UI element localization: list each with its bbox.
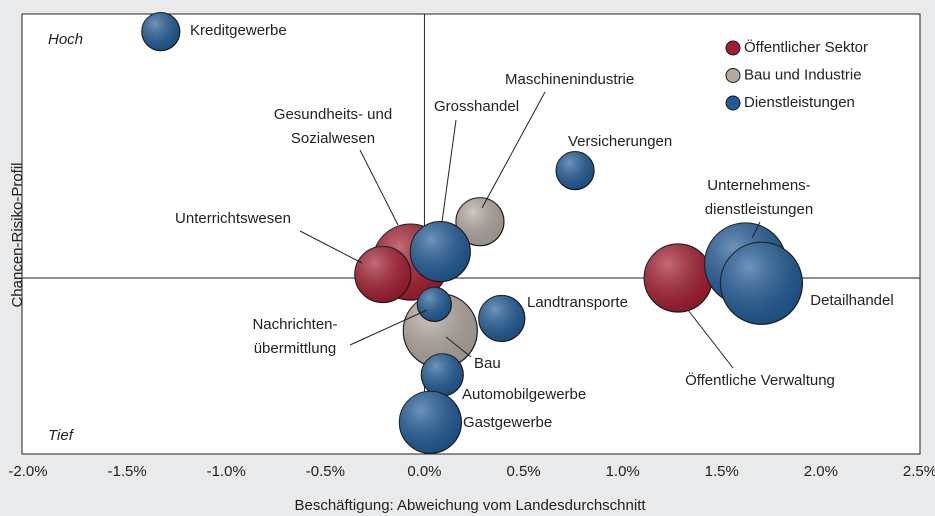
bubble-label: Unterrichtswesen bbox=[175, 210, 291, 227]
legend-label: Öffentlicher Sektor bbox=[744, 38, 868, 56]
bubble-label: Landtransporte bbox=[527, 294, 628, 311]
leader-line bbox=[445, 336, 472, 358]
leader-line bbox=[299, 230, 363, 264]
legend-swatch bbox=[725, 40, 741, 56]
bubble-label: Sozialwesen bbox=[291, 130, 375, 147]
bubble-label: Gesundheits- und bbox=[274, 106, 392, 123]
bubble-label: Gastgewerbe bbox=[463, 414, 552, 431]
bubble-shine bbox=[478, 295, 525, 342]
x-tick-label: -2.0% bbox=[8, 463, 47, 480]
leader-line bbox=[751, 221, 761, 239]
legend-swatch bbox=[725, 68, 741, 83]
bubble-label: übermittlung bbox=[254, 340, 337, 357]
bubble-label: Nachrichten- bbox=[252, 316, 337, 333]
x-tick-label: -0.5% bbox=[306, 463, 345, 480]
x-tick-label: 2.5% bbox=[903, 463, 935, 480]
bubble-label: Detailhandel bbox=[810, 292, 893, 309]
bubble-label: Versicherungen bbox=[568, 133, 672, 150]
bubble-shine bbox=[141, 12, 180, 51]
bubble-label: Automobilgewerbe bbox=[462, 386, 586, 403]
legend-label: Bau und Industrie bbox=[744, 66, 862, 83]
x-tick-label: 0.5% bbox=[506, 463, 540, 480]
leader-line bbox=[687, 309, 734, 369]
x-tick-label: 1.5% bbox=[705, 463, 739, 480]
bubble-shine bbox=[720, 242, 803, 325]
bubble-label: Kreditgewerbe bbox=[190, 22, 287, 39]
x-axis-label: Beschäftigung: Abweichung vom Landesdurc… bbox=[294, 497, 646, 514]
bubble-label: Bau bbox=[474, 355, 501, 372]
legend-label: Dienstleistungen bbox=[744, 94, 855, 111]
x-tick-label: 2.0% bbox=[804, 463, 838, 480]
leader-line bbox=[359, 149, 399, 226]
annotation: Tief bbox=[48, 427, 75, 444]
x-tick-label: 0.0% bbox=[407, 463, 441, 480]
bubble-label: Öffentliche Verwaltung bbox=[685, 371, 835, 389]
leader-line bbox=[441, 119, 457, 223]
x-tick-label: 1.0% bbox=[606, 463, 640, 480]
x-tick-label: -1.0% bbox=[207, 463, 246, 480]
bubble-shine bbox=[556, 151, 595, 190]
y-axis-label: Chancen-Risiko-Profil bbox=[9, 162, 26, 307]
legend-swatch bbox=[725, 95, 741, 111]
bubble-shine bbox=[421, 353, 464, 396]
bubble-label: dienstleistungen bbox=[705, 201, 813, 218]
bubble-shine bbox=[399, 391, 462, 454]
bubble-shine bbox=[417, 287, 452, 322]
bubble-label: Maschinenindustrie bbox=[505, 71, 634, 88]
x-tick-label: -1.5% bbox=[108, 463, 147, 480]
leader-line bbox=[349, 309, 428, 346]
bubble-shine bbox=[354, 246, 411, 303]
annotation: Hoch bbox=[48, 31, 83, 48]
bubble-shine bbox=[455, 197, 504, 246]
leader-line bbox=[481, 91, 546, 209]
bubble-label: Grosshandel bbox=[434, 98, 519, 115]
bubble-shine bbox=[410, 221, 471, 282]
bubble-label: Unternehmens- bbox=[707, 177, 810, 194]
bubble-shine bbox=[644, 244, 713, 312]
